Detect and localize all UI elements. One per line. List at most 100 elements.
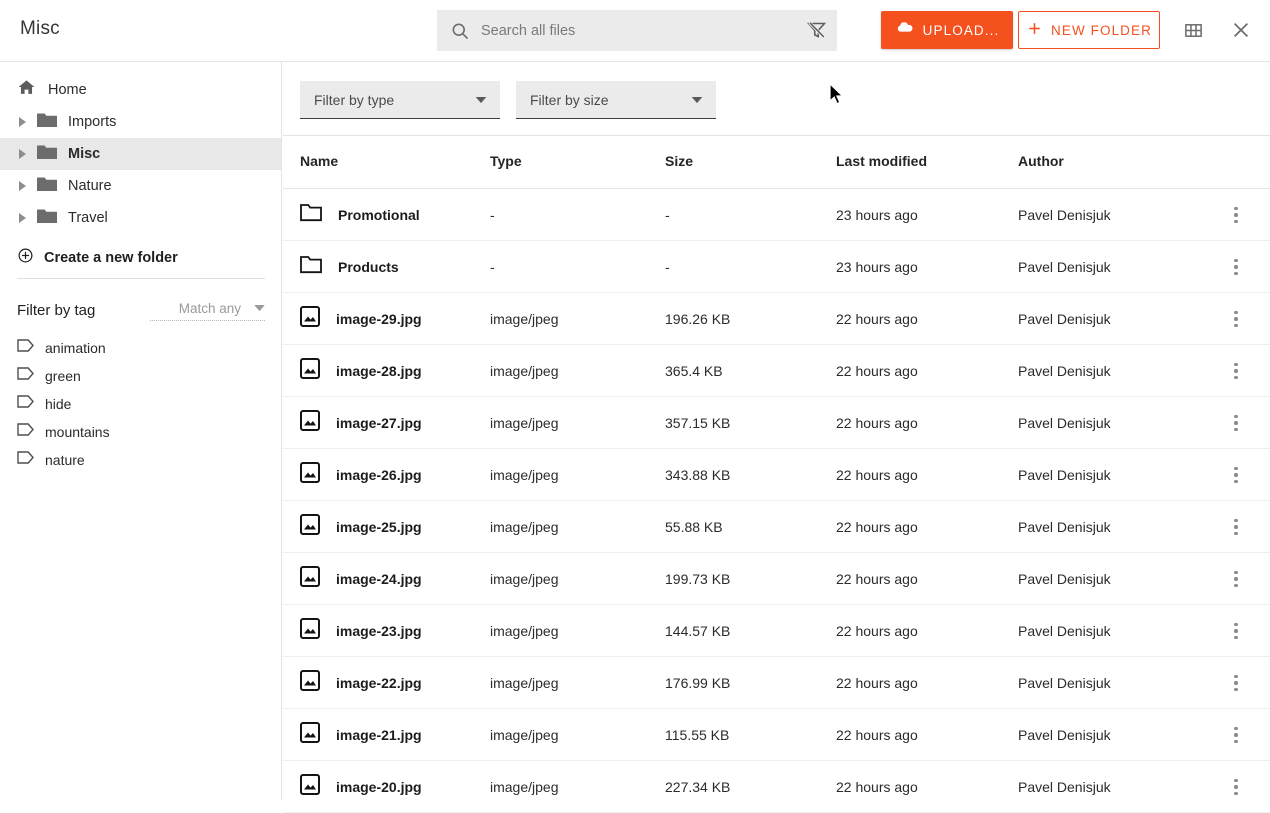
- cell-name[interactable]: image-20.jpg: [300, 761, 422, 813]
- kebab-menu-icon[interactable]: [1222, 406, 1250, 440]
- sidebar-item-home[interactable]: Home: [0, 74, 281, 106]
- search-bar[interactable]: [437, 10, 837, 51]
- kebab-menu-icon[interactable]: [1222, 250, 1250, 284]
- column-header-name[interactable]: Name: [300, 153, 339, 169]
- cell-row-menu[interactable]: [1219, 449, 1253, 501]
- filter-by-type-select[interactable]: Filter by type: [300, 81, 500, 119]
- table-row[interactable]: image-27.jpg image/jpeg 357.15 KB 22 hours …: [283, 397, 1270, 449]
- file-name: Promotional: [338, 207, 420, 223]
- cell-name[interactable]: image-26.jpg: [300, 449, 422, 501]
- table-row[interactable]: image-20.jpg image/jpeg 227.34 KB 22 hours …: [283, 761, 1270, 813]
- cell-row-menu[interactable]: [1219, 397, 1253, 449]
- kebab-menu-icon[interactable]: [1222, 302, 1250, 336]
- table-row[interactable]: image-29.jpg image/jpeg 196.26 KB 22 hours …: [283, 293, 1270, 345]
- cell-name[interactable]: image-25.jpg: [300, 501, 422, 553]
- sidebar-item-home-label: Home: [48, 82, 87, 98]
- tag-filter-list: animation green hide mountains nature: [17, 334, 265, 474]
- cell-row-menu[interactable]: [1219, 657, 1253, 709]
- tag-filter-item-mountains[interactable]: mountains: [17, 418, 265, 446]
- cell-name[interactable]: image-21.jpg: [300, 709, 422, 761]
- cell-modified: 22 hours ago: [836, 553, 918, 605]
- create-new-folder-button[interactable]: Create a new folder: [0, 243, 281, 273]
- table-row[interactable]: image-22.jpg image/jpeg 176.99 KB 22 hours …: [283, 657, 1270, 709]
- kebab-menu-icon[interactable]: [1222, 198, 1250, 232]
- tag-filter-item-nature[interactable]: nature: [17, 446, 265, 474]
- caret-right-icon[interactable]: [17, 212, 29, 224]
- tag-filter-item-green[interactable]: green: [17, 362, 265, 390]
- folder-icon: [300, 203, 322, 227]
- filter-bar: Filter by type Filter by size: [283, 62, 1270, 136]
- file-author: Pavel Denisjuk: [1018, 727, 1111, 743]
- sidebar-item-imports[interactable]: Imports: [0, 106, 281, 138]
- cell-name[interactable]: image-24.jpg: [300, 553, 422, 605]
- file-type: image/jpeg: [490, 311, 559, 327]
- cell-author: Pavel Denisjuk: [1018, 501, 1111, 553]
- kebab-menu-icon[interactable]: [1222, 770, 1250, 804]
- sidebar-item-label: Misc: [68, 146, 101, 162]
- kebab-menu-icon[interactable]: [1222, 354, 1250, 388]
- tag-label: hide: [45, 396, 72, 412]
- kebab-menu-icon[interactable]: [1222, 510, 1250, 544]
- cell-name[interactable]: Promotional: [300, 189, 420, 241]
- upload-button[interactable]: UPLOAD...: [881, 11, 1013, 49]
- sidebar-item-nature[interactable]: Nature: [0, 170, 281, 202]
- table-row[interactable]: Promotional - - 23 hours ago Pavel Denisjuk: [283, 189, 1270, 241]
- caret-right-icon[interactable]: [17, 180, 29, 192]
- close-icon[interactable]: [1224, 13, 1258, 47]
- chevron-down-icon: [254, 299, 265, 317]
- kebab-menu-icon[interactable]: [1222, 666, 1250, 700]
- cell-size: 55.88 KB: [665, 501, 723, 553]
- tag-filter-item-hide[interactable]: hide: [17, 390, 265, 418]
- column-header-type[interactable]: Type: [490, 153, 522, 169]
- column-header-author[interactable]: Author: [1018, 153, 1064, 169]
- search-input[interactable]: [481, 15, 781, 46]
- caret-right-icon[interactable]: [17, 148, 29, 160]
- cell-type: image/jpeg: [490, 449, 559, 501]
- cell-row-menu[interactable]: [1219, 605, 1253, 657]
- cell-row-menu[interactable]: [1219, 241, 1253, 293]
- column-header-size[interactable]: Size: [665, 153, 694, 169]
- cell-row-menu[interactable]: [1219, 345, 1253, 397]
- cell-name[interactable]: image-23.jpg: [300, 605, 422, 657]
- cell-row-menu[interactable]: [1219, 293, 1253, 345]
- column-header-modified[interactable]: Last modified: [836, 153, 928, 169]
- cell-row-menu[interactable]: [1219, 709, 1253, 761]
- kebab-menu-icon[interactable]: [1222, 614, 1250, 648]
- sidebar-item-misc[interactable]: Misc: [0, 138, 281, 170]
- cell-row-menu[interactable]: [1219, 501, 1253, 553]
- kebab-menu-icon[interactable]: [1222, 458, 1250, 492]
- file-modified: 23 hours ago: [836, 207, 918, 223]
- cell-name[interactable]: image-22.jpg: [300, 657, 422, 709]
- cell-name[interactable]: Products: [300, 241, 399, 293]
- table-row[interactable]: image-21.jpg image/jpeg 115.55 KB 22 hours …: [283, 709, 1270, 761]
- grid-view-icon[interactable]: [1176, 13, 1210, 47]
- table-row[interactable]: Products - - 23 hours ago Pavel Denisjuk: [283, 241, 1270, 293]
- tag-icon: [17, 423, 34, 441]
- caret-right-icon[interactable]: [17, 116, 29, 128]
- file-author: Pavel Denisjuk: [1018, 207, 1111, 223]
- funnel-off-icon[interactable]: [795, 10, 837, 51]
- cell-modified: 23 hours ago: [836, 241, 918, 293]
- tag-match-mode-select[interactable]: Match any: [150, 299, 265, 321]
- sidebar-item-travel[interactable]: Travel: [0, 202, 281, 234]
- table-row[interactable]: image-24.jpg image/jpeg 199.73 KB 22 hours …: [283, 553, 1270, 605]
- cell-row-menu[interactable]: [1219, 761, 1253, 813]
- folder-icon: [37, 144, 57, 165]
- cell-name[interactable]: image-29.jpg: [300, 293, 422, 345]
- table-row[interactable]: image-23.jpg image/jpeg 144.57 KB 22 hours …: [283, 605, 1270, 657]
- cell-row-menu[interactable]: [1219, 553, 1253, 605]
- kebab-menu-icon[interactable]: [1222, 718, 1250, 752]
- tag-filter-item-animation[interactable]: animation: [17, 334, 265, 362]
- cell-name[interactable]: image-27.jpg: [300, 397, 422, 449]
- new-folder-button[interactable]: NEW FOLDER: [1018, 11, 1160, 49]
- cell-row-menu[interactable]: [1219, 189, 1253, 241]
- file-modified: 22 hours ago: [836, 779, 918, 795]
- plus-circle-icon: [17, 247, 34, 269]
- kebab-menu-icon[interactable]: [1222, 562, 1250, 596]
- image-icon: [300, 618, 320, 644]
- cell-name[interactable]: image-28.jpg: [300, 345, 422, 397]
- table-row[interactable]: image-28.jpg image/jpeg 365.4 KB 22 hours a…: [283, 345, 1270, 397]
- filter-by-size-select[interactable]: Filter by size: [516, 81, 716, 119]
- table-row[interactable]: image-25.jpg image/jpeg 55.88 KB 22 hours a…: [283, 501, 1270, 553]
- table-row[interactable]: image-26.jpg image/jpeg 343.88 KB 22 hours …: [283, 449, 1270, 501]
